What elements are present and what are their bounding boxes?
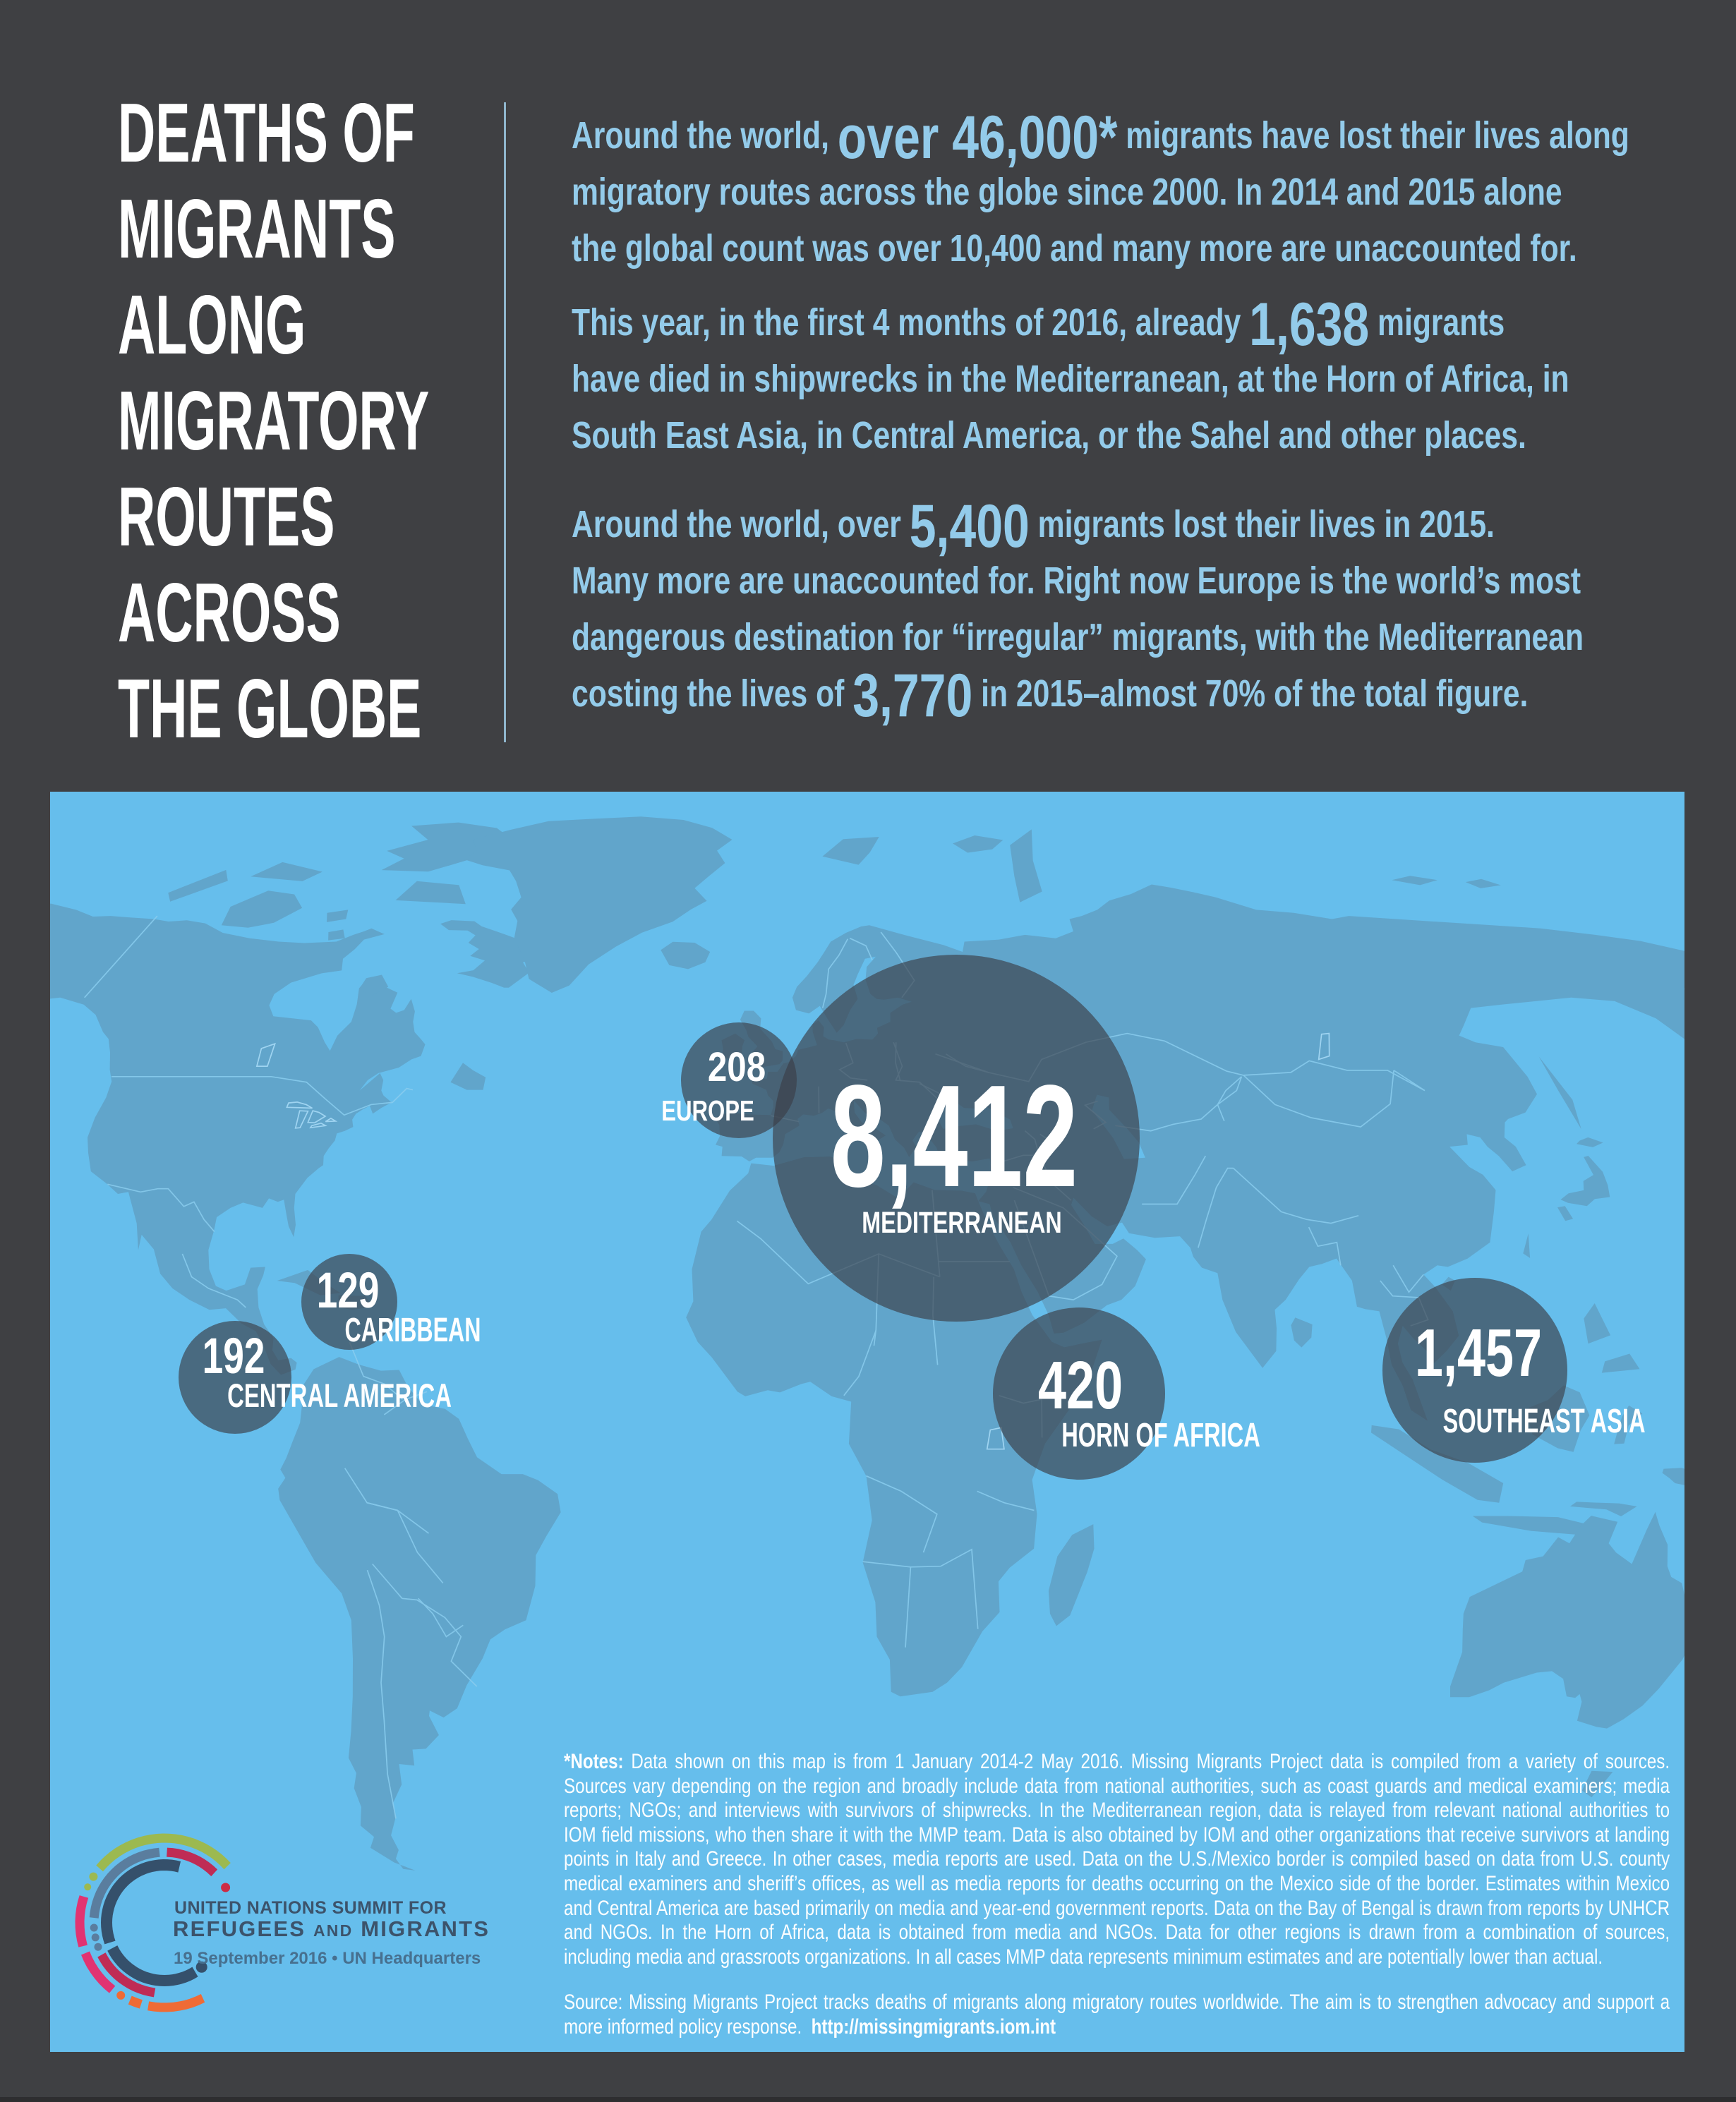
svg-text:EUROPE: EUROPE [661,1094,754,1127]
svg-text:CENTRAL AMERICA: CENTRAL AMERICA [227,1377,452,1414]
svg-text:CARIBBEAN: CARIBBEAN [345,1311,481,1349]
svg-text:129: 129 [317,1263,380,1319]
svg-text:1,457: 1,457 [1415,1315,1542,1390]
svg-text:HORN OF AFRICA: HORN OF AFRICA [1061,1416,1260,1454]
svg-text:192: 192 [203,1329,265,1384]
svg-text:8,412: 8,412 [831,1056,1078,1217]
svg-text:208: 208 [708,1044,766,1090]
svg-text:MEDITERRANEAN: MEDITERRANEAN [862,1206,1061,1239]
svg-text:SOUTHEAST ASIA: SOUTHEAST ASIA [1442,1402,1645,1440]
svg-text:420: 420 [1038,1347,1123,1423]
